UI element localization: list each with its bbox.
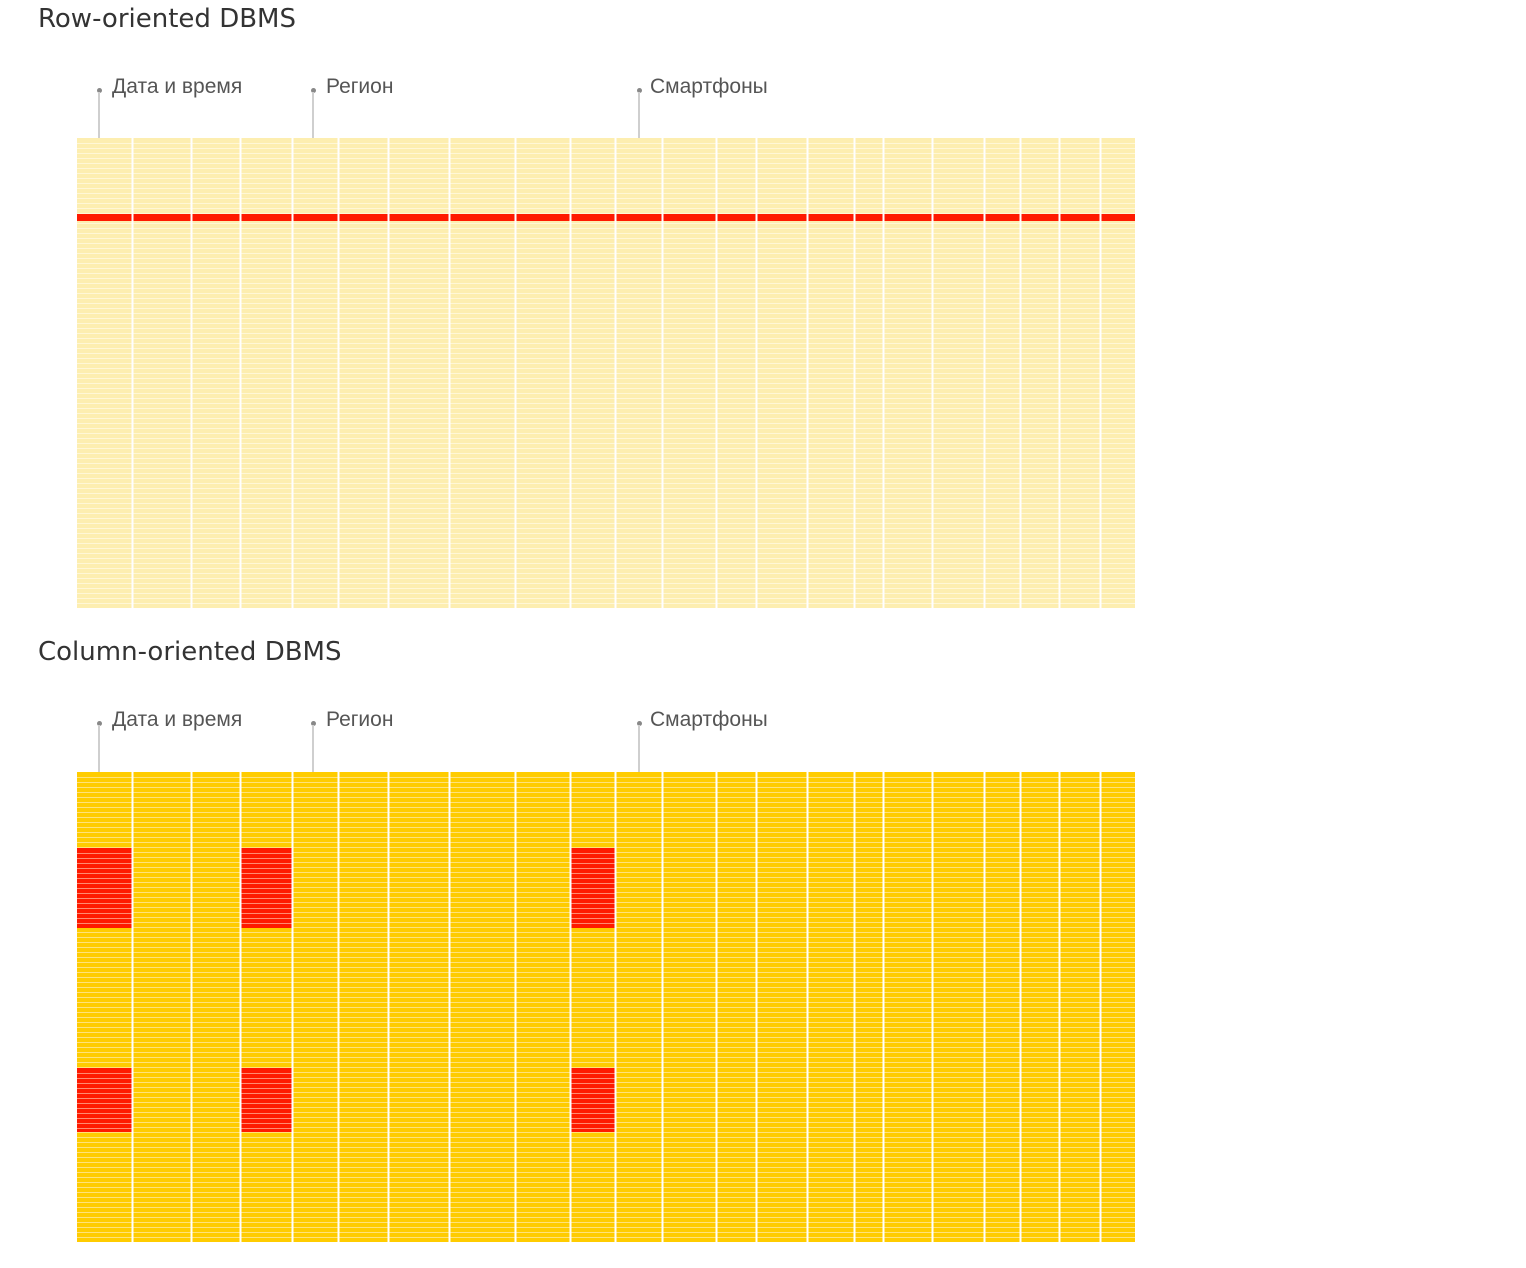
- label-leader-line: [98, 92, 100, 138]
- label-smartphones: Смартфоны: [650, 75, 768, 98]
- label-leader-line: [312, 92, 314, 138]
- grid-row-lines: [77, 143, 1135, 604]
- label-marker-icon: [97, 88, 102, 93]
- highlighted-block-lines: [77, 1073, 132, 1129]
- column-oriented-grid: [77, 772, 1135, 1242]
- label-leader-line: [98, 725, 100, 772]
- highlighted-block-lines: [240, 1073, 292, 1129]
- row-oriented-grid: [77, 138, 1135, 608]
- grid-column-lines: [131, 772, 1102, 1242]
- label-marker-icon: [637, 88, 642, 93]
- highlighted-block-lines: [77, 853, 132, 924]
- label-leader-line: [638, 725, 640, 772]
- column-oriented-title: Column-oriented DBMS: [38, 637, 342, 667]
- row-oriented-title: Row-oriented DBMS: [38, 4, 296, 34]
- highlighted-column-block: [77, 1068, 132, 1132]
- label-region: Регион: [326, 708, 394, 731]
- label-leader-line: [638, 92, 640, 138]
- label-region: Регион: [326, 75, 394, 98]
- label-marker-icon: [311, 88, 316, 93]
- label-marker-icon: [311, 721, 316, 726]
- highlighted-column-block: [570, 1068, 615, 1132]
- highlighted-column-block: [240, 1068, 292, 1132]
- label-marker-icon: [97, 721, 102, 726]
- label-date-time: Дата и время: [112, 75, 243, 98]
- label-leader-line: [312, 725, 314, 772]
- label-smartphones: Смартфоны: [650, 708, 768, 731]
- grid-column-lines: [131, 138, 1102, 608]
- label-date-time: Дата и время: [112, 708, 243, 731]
- label-marker-icon: [637, 721, 642, 726]
- highlighted-row: [77, 214, 1135, 221]
- highlighted-block-lines: [570, 1073, 615, 1129]
- highlighted-block-lines: [570, 853, 615, 924]
- highlighted-block-lines: [240, 853, 292, 924]
